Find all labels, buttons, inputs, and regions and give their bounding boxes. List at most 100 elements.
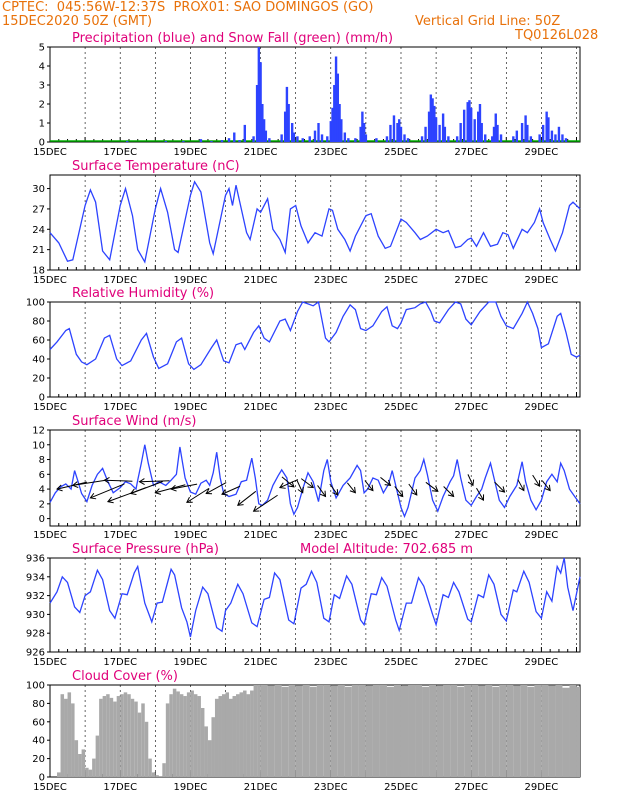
pres-series-line	[49, 557, 581, 638]
wind-arrow	[186, 487, 210, 503]
precip-bar	[389, 124, 392, 142]
cloud-bar	[158, 776, 163, 777]
wind-arrow-head	[431, 485, 439, 492]
precip-bar	[424, 126, 427, 142]
precip-bar	[326, 136, 329, 142]
cloud-bar	[102, 696, 107, 777]
wind-arrow	[494, 481, 505, 493]
wind-arrow	[170, 483, 198, 490]
x-tick-label: 27DEC	[454, 402, 488, 413]
wind-arrow-head	[221, 489, 228, 496]
precip-bar	[398, 119, 401, 142]
wind-arrow	[380, 476, 391, 486]
precip-bar	[290, 123, 294, 142]
cloud-bar	[232, 696, 237, 777]
precip-bar	[199, 139, 203, 142]
cloud-bar	[78, 754, 82, 777]
x-tick-label: 25DEC	[384, 147, 418, 158]
precip-bar	[515, 130, 519, 142]
wind-arrow-head	[279, 482, 286, 489]
precip-bar	[469, 107, 473, 142]
precip-bar	[459, 123, 462, 142]
precip-bar	[280, 134, 283, 142]
y-tick-label: 0	[39, 773, 45, 784]
y-tick-label: 926	[26, 648, 45, 659]
x-tick-label: 23DEC	[314, 275, 348, 286]
x-tick-label: 23DEC	[314, 402, 348, 413]
wind-arrow	[253, 494, 278, 512]
wind-arrow-head	[186, 496, 193, 503]
precip-bar	[220, 140, 224, 142]
x-tick-label: 15DEC	[33, 402, 67, 413]
precip-bar	[526, 124, 529, 142]
cloud-bar	[64, 698, 68, 777]
cloud-bar	[120, 694, 124, 777]
panel-title: Cloud Cover (%)	[72, 669, 178, 684]
cloud-bar	[562, 687, 570, 777]
cloud-bar	[99, 698, 103, 777]
header-grid-line: Vertical Grid Line: 50Z	[415, 14, 561, 29]
precip-bar	[334, 56, 338, 142]
precip-bar	[354, 138, 357, 142]
cloud-bar	[548, 685, 556, 777]
cloud-bar	[457, 686, 465, 777]
x-tick-label: 23DEC	[314, 530, 348, 541]
cloud-bar	[67, 692, 72, 777]
cloud-bar	[221, 694, 226, 777]
cloud-bar	[162, 763, 166, 777]
wind-arrow-head	[103, 476, 110, 484]
precip-bar	[477, 111, 480, 142]
wind-arrow-head	[518, 484, 525, 492]
precip-bar	[429, 94, 433, 142]
panel-frame	[49, 429, 581, 527]
y-tick-label: 5	[39, 43, 45, 54]
wind-arrow-head	[534, 480, 541, 487]
cloud-bar	[541, 685, 549, 777]
precip-bar	[524, 115, 527, 142]
wind-arrow	[467, 474, 474, 486]
precip-bar	[557, 126, 561, 142]
wind-arrow-head	[71, 481, 79, 489]
x-tick-label: 23DEC	[314, 657, 348, 668]
precip-bar	[529, 136, 533, 142]
cloud-bar	[408, 685, 416, 777]
wind-arrow-head	[107, 496, 114, 504]
cloud-bar	[386, 686, 394, 777]
cloud-bar	[243, 690, 247, 777]
cloud-bar	[323, 685, 331, 777]
y-tick-label: 928	[26, 629, 45, 640]
wind-arrow-head	[544, 484, 551, 492]
precip-bar	[210, 141, 213, 142]
cloud-bar	[88, 769, 93, 777]
wind-arrow-head	[367, 484, 374, 492]
cloud-bar	[106, 694, 110, 777]
precip-bar	[480, 123, 483, 142]
y-tick-label: 20	[32, 754, 45, 765]
precip-bar	[320, 134, 324, 142]
cloud-bar	[246, 694, 251, 777]
wind-arrow-head	[411, 489, 418, 496]
precip-bar	[331, 107, 334, 142]
precip-bar	[364, 134, 368, 142]
precip-bar	[478, 104, 482, 142]
cloud-bar	[186, 692, 191, 777]
wind-arrow	[155, 484, 186, 494]
precip-bar	[343, 132, 347, 142]
precip-bar	[392, 115, 396, 142]
cloud-bar	[372, 685, 380, 777]
wind-arrow	[476, 487, 484, 501]
x-tick-label: 23DEC	[314, 147, 348, 158]
wind-arrow	[104, 479, 133, 482]
x-tick-label: 25DEC	[384, 402, 418, 413]
wind-arrow	[72, 479, 105, 486]
cloud-bar	[95, 735, 100, 777]
precip-bar	[420, 136, 424, 142]
precip-bar	[287, 104, 290, 142]
cloud-bar	[520, 685, 528, 777]
x-tick-label: 25DEC	[384, 657, 418, 668]
cloud-bar	[179, 694, 184, 777]
precip-bar	[538, 134, 541, 142]
x-tick-label: 21DEC	[244, 782, 278, 793]
y-tick-label: 27	[32, 204, 45, 215]
precip-bar	[164, 141, 168, 142]
